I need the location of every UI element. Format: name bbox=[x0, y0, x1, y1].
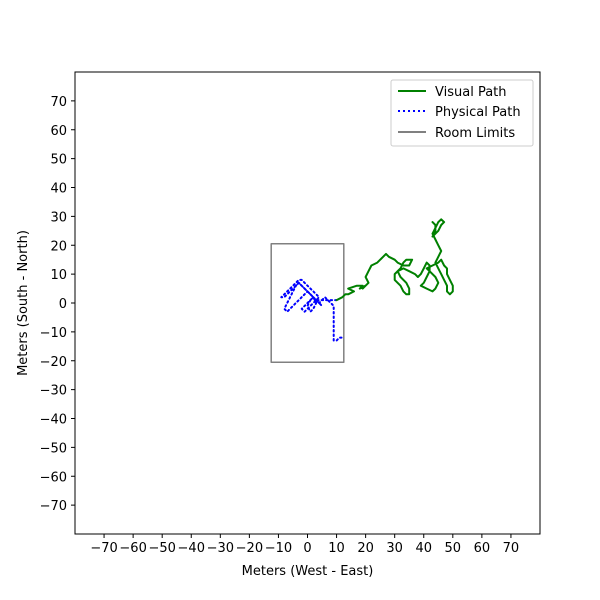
legend: Visual Path Physical Path Room Limits bbox=[390, 79, 534, 147]
y-tick-label: 30 bbox=[50, 210, 67, 225]
y-tick-label: 0 bbox=[59, 297, 67, 312]
x-tick-label: 70 bbox=[503, 541, 520, 556]
x-tick-label: −10 bbox=[265, 541, 292, 556]
x-tick-label: −40 bbox=[178, 541, 205, 556]
y-tick-label: −30 bbox=[40, 384, 67, 399]
x-tick-label: −50 bbox=[148, 541, 175, 556]
y-tick-label: −20 bbox=[40, 355, 67, 370]
y-axis-ticks: −70 −60 −50 −40 −30 −20 −10 0 10 20 30 40 50 60 70 bbox=[40, 95, 75, 514]
y-tick-label: 70 bbox=[50, 95, 67, 110]
y-tick-label: 60 bbox=[50, 124, 67, 139]
y-tick-label: 20 bbox=[50, 239, 67, 254]
visual-path-line bbox=[335, 218, 454, 302]
legend-label-visual-path: Visual Path bbox=[435, 85, 507, 100]
x-tick-label: 30 bbox=[386, 541, 403, 556]
x-tick-label: 10 bbox=[328, 541, 345, 556]
physical-path-line bbox=[280, 278, 344, 342]
y-tick-label: −70 bbox=[40, 499, 67, 514]
y-tick-label: 10 bbox=[50, 268, 67, 283]
x-axis-label: Meters (West - East) bbox=[242, 564, 374, 579]
x-tick-label: 50 bbox=[445, 541, 462, 556]
y-tick-label: −40 bbox=[40, 413, 67, 428]
x-tick-label: −60 bbox=[119, 541, 146, 556]
x-tick-label: 60 bbox=[474, 541, 491, 556]
x-tick-label: −30 bbox=[207, 541, 234, 556]
legend-box bbox=[390, 79, 534, 147]
y-tick-label: −10 bbox=[40, 326, 67, 341]
plot-area bbox=[270, 218, 454, 363]
y-tick-label: −60 bbox=[40, 470, 67, 485]
room-limits-line bbox=[270, 243, 345, 363]
legend-label-physical-path: Physical Path bbox=[435, 105, 521, 120]
x-tick-label: 40 bbox=[415, 541, 432, 556]
y-axis-label: Meters (South - North) bbox=[16, 230, 31, 376]
x-tick-label: −20 bbox=[236, 541, 263, 556]
y-tick-label: 50 bbox=[50, 153, 67, 168]
x-tick-label: 20 bbox=[357, 541, 374, 556]
x-tick-label: −70 bbox=[90, 541, 117, 556]
x-tick-label: 0 bbox=[303, 541, 311, 556]
y-tick-label: 40 bbox=[50, 182, 67, 197]
y-tick-label: −50 bbox=[40, 441, 67, 456]
x-axis-ticks: −70 −60 −50 −40 −30 −20 −10 0 10 20 30 40 50 60 70 bbox=[90, 534, 519, 556]
legend-label-room-limits: Room Limits bbox=[435, 126, 515, 141]
